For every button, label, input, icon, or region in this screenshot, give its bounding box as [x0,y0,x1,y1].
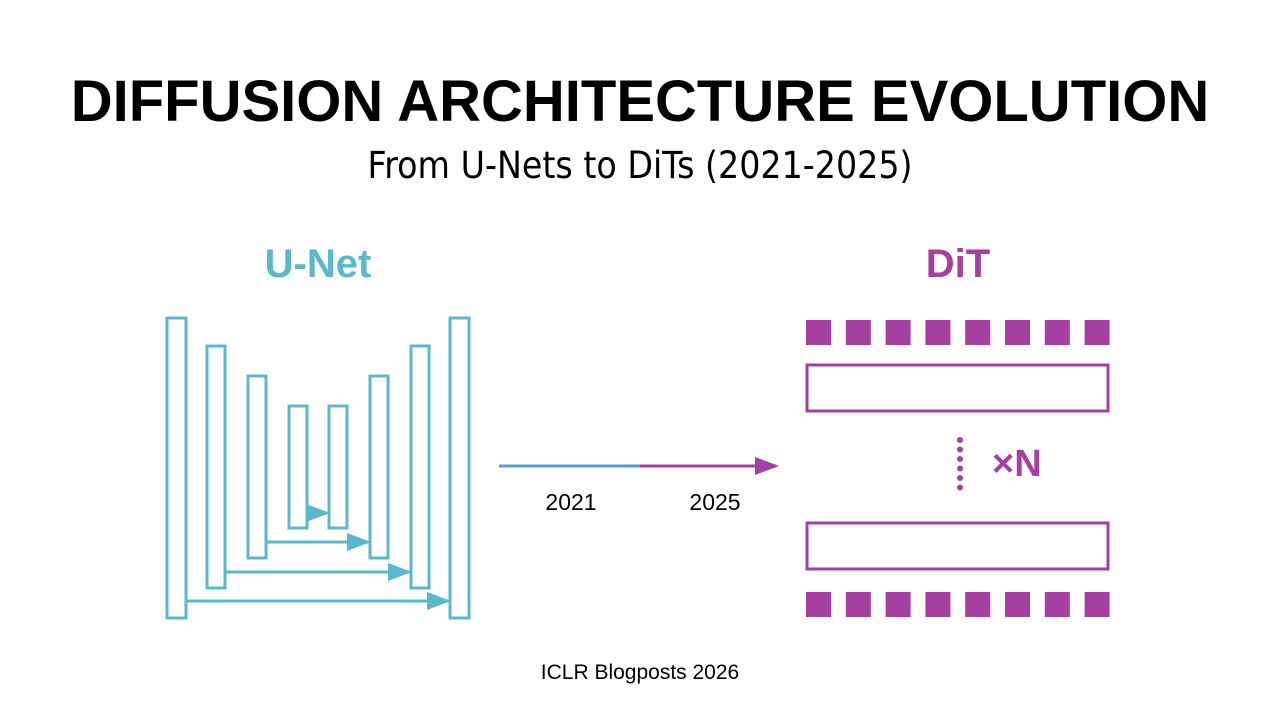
token-square [965,592,991,617]
token-square [965,320,991,345]
token-square [806,320,831,345]
timeline-start-year: 2021 [545,489,597,515]
unet-block [327,404,349,530]
token-square [1005,320,1030,345]
dit-label: DiT [925,242,991,286]
transformer-block [805,363,1110,413]
token-square [845,592,871,617]
token-square [925,320,951,345]
unet-block [448,316,471,620]
repeat-label: ×N [992,443,1042,485]
input-tokens [806,320,1110,345]
unet-block [205,344,227,590]
unet-block [287,404,309,530]
transformer-block [805,521,1110,571]
unet-label: U-Net [264,242,372,286]
page-subtitle: From U-Nets to DiTs (2021-2025) [367,144,913,187]
token-square [885,592,911,617]
unet-block [165,316,188,620]
dit-diagram [805,320,1110,617]
token-square [925,592,951,617]
token-square [885,320,911,345]
unet-diagram [165,316,471,620]
token-square [845,320,871,345]
page-title: DIFFUSION ARCHITECTURE EVOLUTION [70,69,1210,134]
token-square [806,592,831,617]
token-square [1044,592,1070,617]
token-square [1005,592,1030,617]
token-square [1084,592,1110,617]
output-tokens [806,592,1110,617]
timeline-end-year: 2025 [689,489,741,515]
token-square [1084,320,1110,345]
footer: ICLR Blogposts 2026 [540,661,740,684]
unet-block [409,344,431,590]
token-square [1044,320,1070,345]
unet-block [368,374,390,560]
unet-block [246,374,268,560]
